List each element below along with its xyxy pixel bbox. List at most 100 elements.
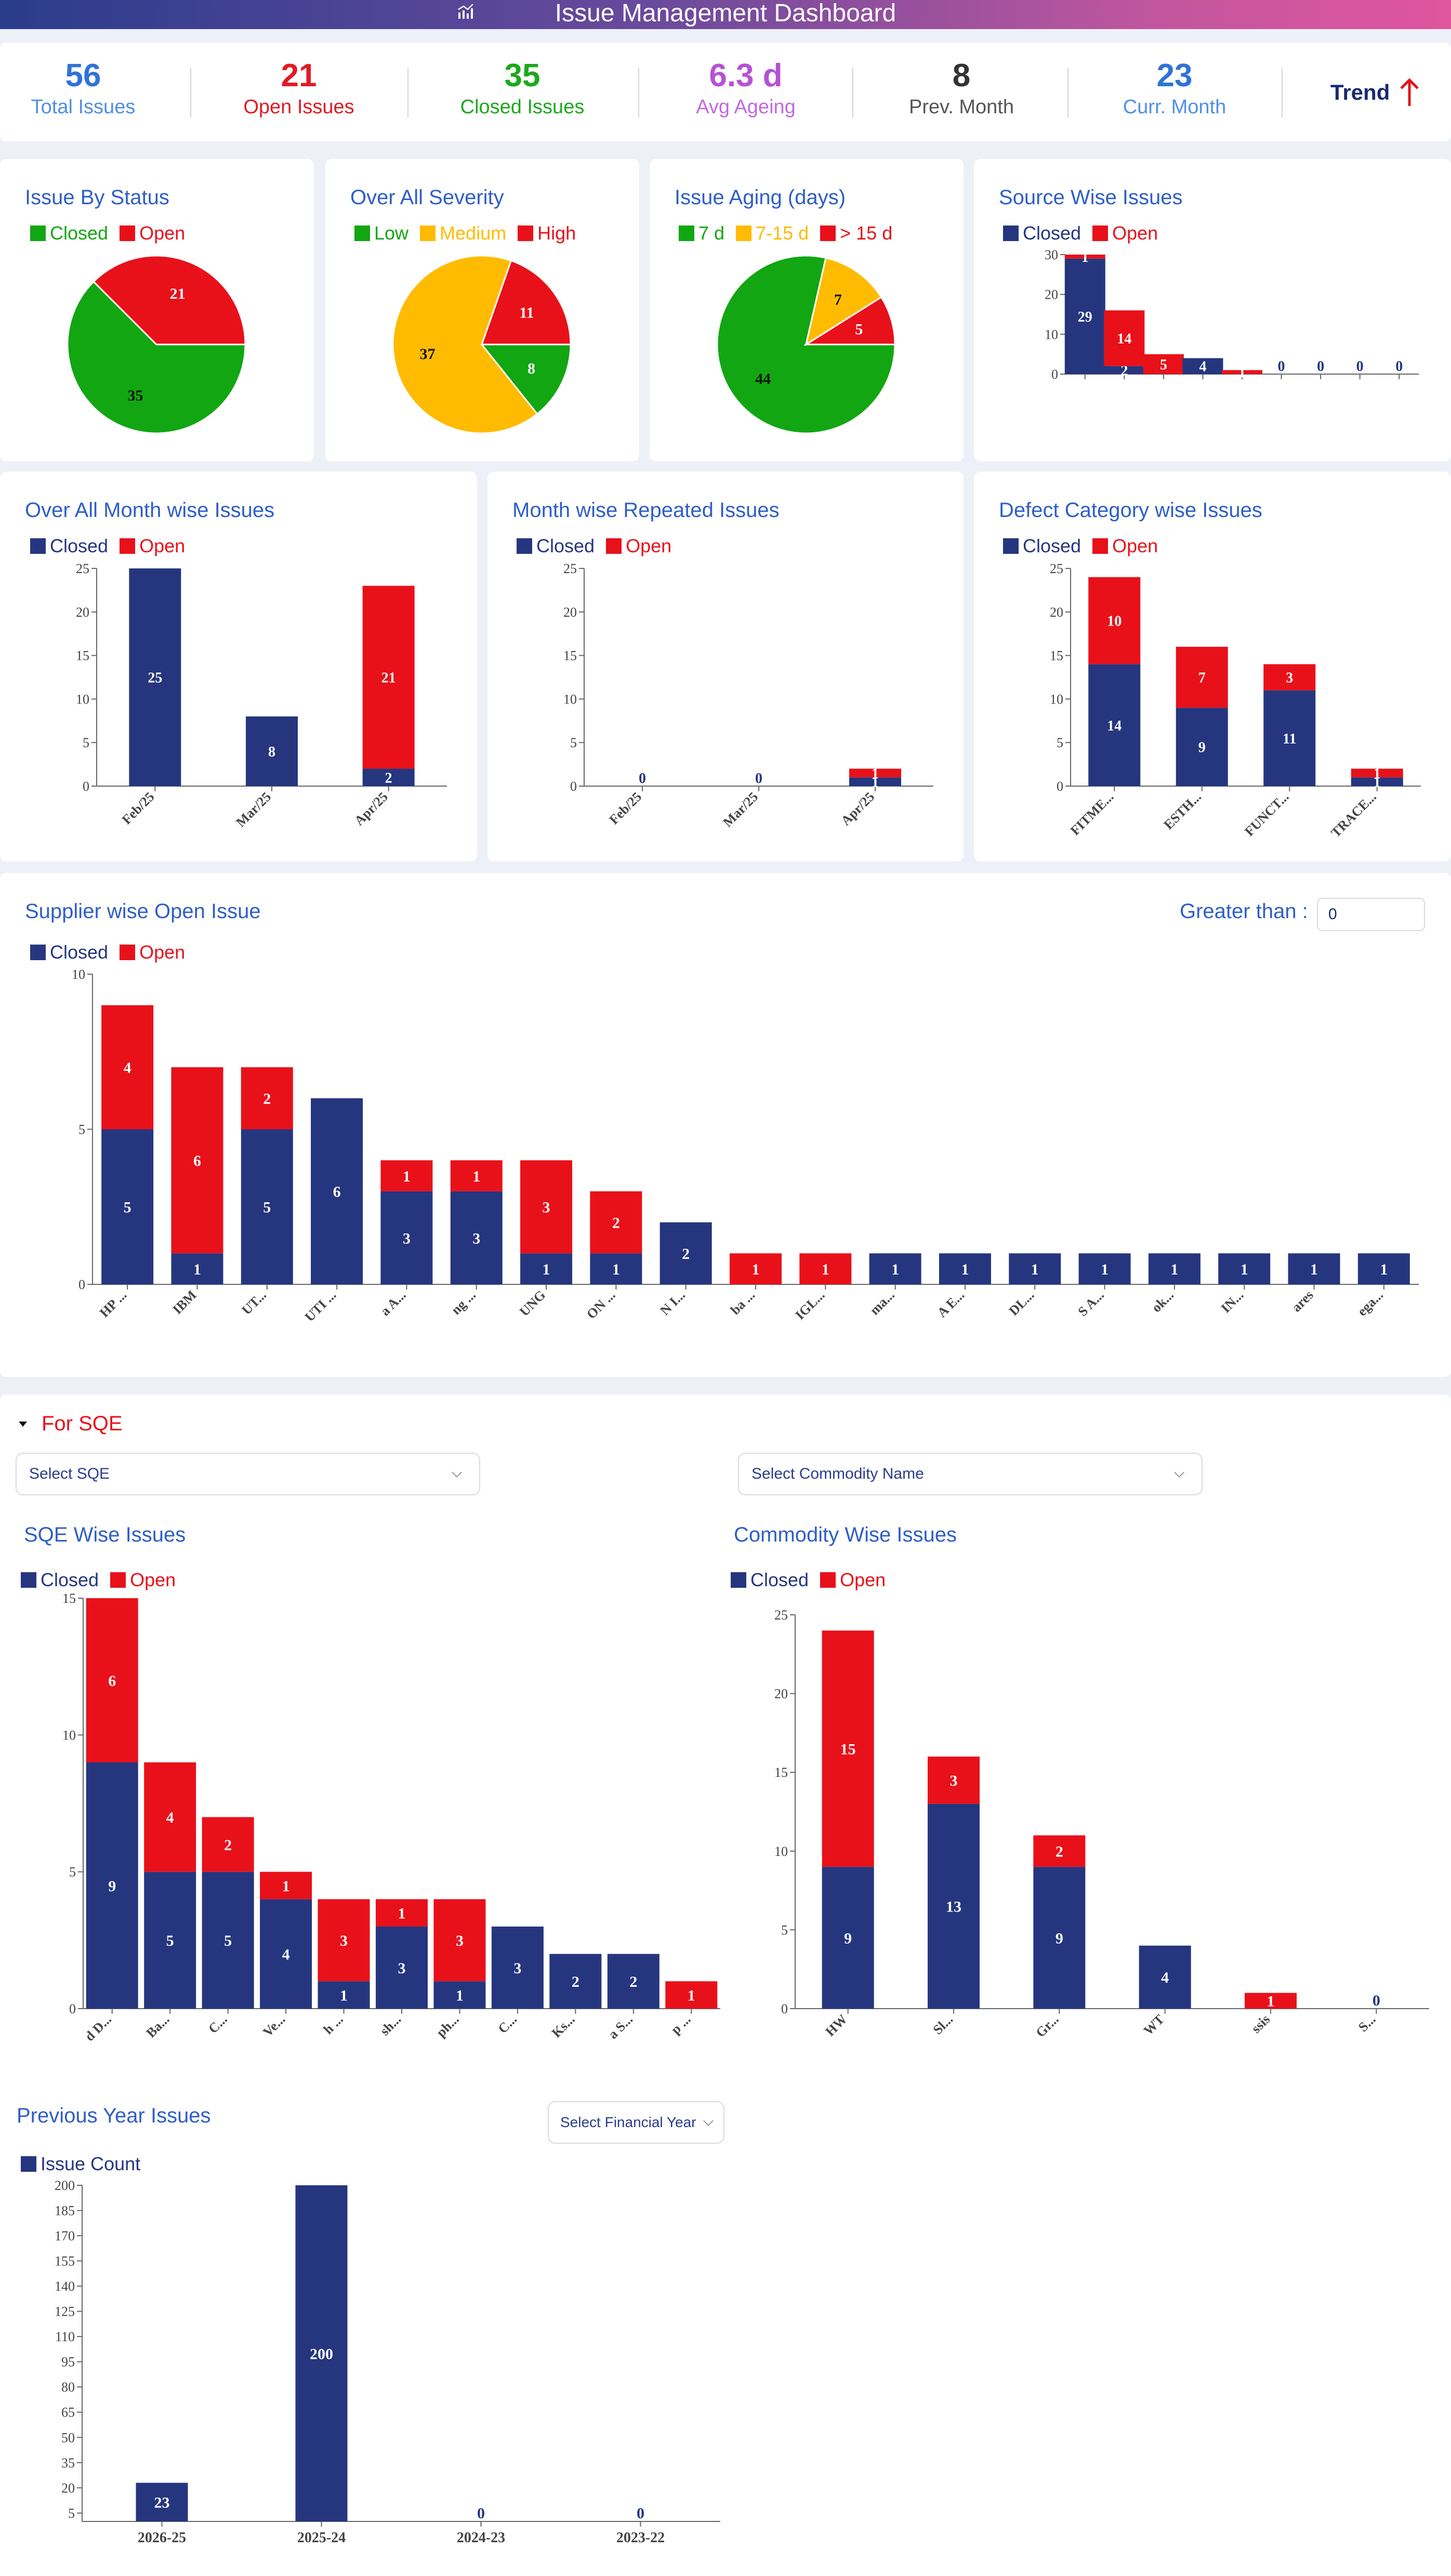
bar-segment[interactable] bbox=[380, 1191, 433, 1284]
legend-item[interactable]: Medium bbox=[420, 222, 506, 244]
bar-segment[interactable] bbox=[939, 1253, 991, 1284]
bar-segment[interactable] bbox=[433, 1899, 486, 1982]
legend-item[interactable]: Closed bbox=[1003, 535, 1081, 557]
bar-segment[interactable] bbox=[241, 1129, 293, 1285]
legend-item[interactable]: Closed bbox=[517, 535, 595, 557]
pie-slice[interactable] bbox=[803, 296, 896, 346]
bar-segment[interactable] bbox=[869, 1253, 921, 1284]
select-financial-year-dropdown[interactable]: Select Financial Year bbox=[548, 2101, 724, 2144]
legend-item[interactable]: 7 d bbox=[679, 222, 724, 244]
bar-segment[interactable] bbox=[1064, 258, 1105, 374]
bar-segment[interactable] bbox=[1176, 646, 1228, 708]
legend-item[interactable]: Closed bbox=[731, 1569, 809, 1591]
bar-segment[interactable] bbox=[1139, 1945, 1191, 2009]
bar-segment[interactable] bbox=[520, 1253, 573, 1284]
kpi-avg-ageing[interactable]: 6.3 d Avg Ageing bbox=[676, 57, 816, 119]
bar-segment[interactable] bbox=[86, 1762, 138, 2009]
bar-segment[interactable] bbox=[1176, 708, 1228, 786]
bar-segment[interactable] bbox=[491, 1927, 544, 2009]
bar-segment[interactable] bbox=[1088, 664, 1141, 786]
bar-segment[interactable] bbox=[1064, 255, 1105, 259]
bar-segment[interactable] bbox=[1148, 1253, 1201, 1284]
bar-segment[interactable] bbox=[295, 2185, 348, 2521]
bar-segment[interactable] bbox=[590, 1191, 642, 1254]
bar-segment[interactable] bbox=[1357, 1253, 1410, 1284]
kpi-open-issues[interactable]: 21 Open Issues bbox=[229, 57, 369, 119]
bar-segment[interactable] bbox=[1245, 1993, 1297, 2009]
bar-segment[interactable] bbox=[318, 1899, 370, 1982]
legend-item[interactable]: Open bbox=[820, 1569, 886, 1591]
bar-segment[interactable] bbox=[1263, 690, 1316, 786]
bar-segment[interactable] bbox=[928, 1756, 980, 1804]
bar-segment[interactable] bbox=[362, 768, 415, 786]
select-commodity-dropdown[interactable]: Select Commodity Name bbox=[738, 1453, 1203, 1495]
bar-segment[interactable] bbox=[450, 1191, 503, 1284]
bar-segment[interactable] bbox=[144, 1762, 196, 1872]
bar-segment[interactable] bbox=[241, 1067, 293, 1130]
pie-slice[interactable] bbox=[392, 255, 538, 434]
bar-segment[interactable] bbox=[730, 1253, 782, 1284]
bar-segment[interactable] bbox=[376, 1927, 428, 2009]
bar-segment[interactable] bbox=[129, 568, 181, 786]
bar-segment[interactable] bbox=[1033, 1835, 1086, 1867]
bar-segment[interactable] bbox=[590, 1253, 642, 1284]
legend-item[interactable]: Open bbox=[120, 535, 185, 557]
bar-segment[interactable] bbox=[136, 2482, 188, 2521]
bar-segment[interactable] bbox=[1218, 1253, 1271, 1284]
bar-segment[interactable] bbox=[450, 1160, 503, 1191]
bar-segment[interactable] bbox=[1143, 354, 1184, 374]
bar-segment[interactable] bbox=[362, 586, 415, 769]
pie-slice[interactable] bbox=[92, 255, 246, 346]
kpi-curr-month[interactable]: 23 Curr. Month bbox=[1102, 57, 1247, 119]
legend-item[interactable]: Closed bbox=[30, 941, 108, 963]
bar-segment[interactable] bbox=[1033, 1867, 1086, 2009]
bar-segment[interactable] bbox=[101, 1129, 154, 1285]
bar-segment[interactable] bbox=[1078, 1253, 1131, 1284]
bar-segment[interactable] bbox=[202, 1817, 254, 1872]
bar-segment[interactable] bbox=[1351, 768, 1403, 778]
legend-item[interactable]: Closed bbox=[21, 1569, 99, 1591]
greater-than-input[interactable]: 0 bbox=[1317, 898, 1425, 931]
legend-item[interactable]: Open bbox=[1092, 535, 1158, 557]
bar-segment[interactable] bbox=[1009, 1253, 1061, 1284]
legend-item[interactable]: Closed bbox=[30, 222, 108, 244]
pie-slice[interactable] bbox=[67, 280, 246, 434]
legend-item[interactable]: Closed bbox=[30, 535, 108, 557]
bar-segment[interactable] bbox=[171, 1067, 223, 1254]
bar-segment[interactable] bbox=[86, 1598, 138, 1762]
legend-item[interactable]: Open bbox=[110, 1569, 176, 1591]
trend-indicator[interactable]: Trend bbox=[1330, 77, 1422, 108]
legend-item[interactable]: Open bbox=[1092, 222, 1158, 244]
bar-segment[interactable] bbox=[822, 1867, 874, 2009]
bar-segment[interactable] bbox=[318, 1981, 370, 2009]
select-sqe-dropdown[interactable]: Select SQE bbox=[16, 1453, 480, 1495]
bar-segment[interactable] bbox=[202, 1871, 254, 2009]
bar-segment[interactable] bbox=[380, 1160, 433, 1191]
bar-segment[interactable] bbox=[1288, 1253, 1340, 1284]
bar-segment[interactable] bbox=[822, 1630, 874, 1867]
bar-segment[interactable] bbox=[549, 1954, 602, 2009]
legend-item[interactable]: Open bbox=[606, 535, 671, 557]
pie-slice[interactable] bbox=[480, 259, 572, 346]
bar-segment[interactable] bbox=[1182, 358, 1223, 374]
bar-segment[interactable] bbox=[1088, 577, 1141, 665]
bar-segment[interactable] bbox=[928, 1803, 980, 2009]
bar-segment[interactable] bbox=[659, 1222, 712, 1284]
legend-item[interactable]: Low bbox=[354, 222, 408, 244]
bar-segment[interactable] bbox=[607, 1954, 659, 2009]
bar-segment[interactable] bbox=[144, 1871, 196, 2009]
bar-segment[interactable] bbox=[849, 777, 901, 786]
bar-segment[interactable] bbox=[849, 768, 901, 778]
bar-segment[interactable] bbox=[665, 1981, 718, 2009]
bar-segment[interactable] bbox=[101, 1005, 154, 1130]
bar-segment[interactable] bbox=[260, 1871, 312, 1900]
bar-segment[interactable] bbox=[1104, 310, 1145, 366]
bar-segment[interactable] bbox=[260, 1899, 312, 2009]
pie-slice[interactable] bbox=[804, 257, 882, 347]
sqe-toggle[interactable]: For SQE bbox=[18, 1412, 123, 1436]
kpi-closed-issues[interactable]: 35 Closed Issues bbox=[447, 57, 598, 119]
bar-segment[interactable] bbox=[311, 1098, 363, 1284]
legend-item[interactable]: Issue Count bbox=[21, 2153, 140, 2175]
bar-segment[interactable] bbox=[246, 716, 298, 786]
pie-slice[interactable] bbox=[480, 343, 572, 415]
